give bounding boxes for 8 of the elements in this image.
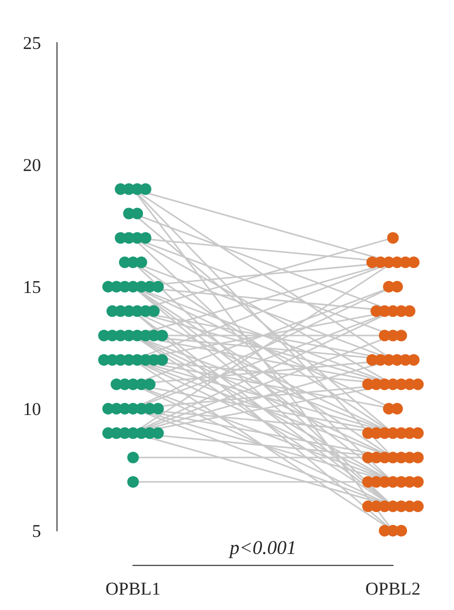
y-tick-label: 15 (24, 281, 40, 294)
y-tick-label: 20 (24, 158, 40, 172)
x-tick-label: OPBL2 (366, 582, 420, 595)
text: p<0.001 (228, 541, 294, 558)
y-tick-label: 10 (24, 402, 40, 416)
x-tick-label: OPBL1 (106, 582, 160, 595)
y-tick-label: 5 (33, 525, 40, 538)
y-tick-label: 25 (24, 37, 40, 50)
